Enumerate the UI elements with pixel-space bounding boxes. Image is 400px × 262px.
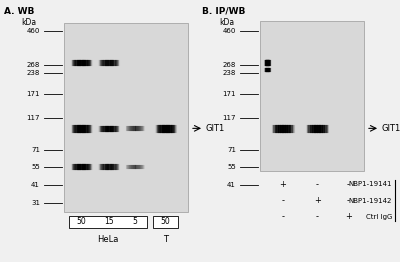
Text: 171: 171 (26, 91, 40, 97)
Text: 55: 55 (227, 163, 236, 170)
Text: A. WB: A. WB (4, 7, 34, 16)
Text: -: - (281, 212, 284, 221)
Text: T: T (163, 235, 168, 244)
Text: 71: 71 (31, 147, 40, 153)
Text: IP: IP (399, 196, 400, 205)
Text: +: + (345, 212, 352, 221)
Text: 71: 71 (227, 147, 236, 153)
Text: -: - (281, 196, 284, 205)
Text: GIT1: GIT1 (206, 124, 225, 133)
Text: +: + (280, 180, 286, 189)
Text: 171: 171 (222, 91, 236, 97)
Text: 117: 117 (222, 115, 236, 121)
Text: 460: 460 (223, 28, 236, 34)
Text: 5: 5 (132, 217, 137, 226)
Bar (260, 21, 364, 171)
Bar (64, 23, 188, 212)
Text: -: - (316, 212, 319, 221)
Text: 268: 268 (27, 62, 40, 68)
Text: -: - (347, 180, 350, 189)
Text: B. IP/WB: B. IP/WB (202, 7, 245, 16)
Text: 31: 31 (31, 200, 40, 206)
Text: 238: 238 (223, 70, 236, 76)
Text: HeLa: HeLa (97, 235, 119, 244)
Text: 117: 117 (26, 115, 40, 121)
Text: -: - (347, 196, 350, 205)
Text: +: + (314, 196, 321, 205)
Text: 15: 15 (104, 217, 114, 226)
Text: 41: 41 (31, 182, 40, 188)
Text: NBP1-19142: NBP1-19142 (349, 198, 392, 204)
Bar (153, 216, 178, 228)
Text: kDa: kDa (219, 18, 234, 28)
Text: 268: 268 (223, 62, 236, 68)
Bar (69, 216, 147, 228)
Text: NBP1-19141: NBP1-19141 (348, 182, 392, 187)
Text: 41: 41 (227, 182, 236, 188)
Text: -: - (316, 180, 319, 189)
Text: 238: 238 (27, 70, 40, 76)
Text: 50: 50 (76, 217, 86, 226)
Text: 460: 460 (27, 28, 40, 34)
Text: Ctrl IgG: Ctrl IgG (366, 214, 392, 220)
Text: 55: 55 (31, 163, 40, 170)
Text: 50: 50 (161, 217, 170, 226)
Text: kDa: kDa (21, 18, 36, 28)
Text: GIT1: GIT1 (382, 124, 400, 133)
